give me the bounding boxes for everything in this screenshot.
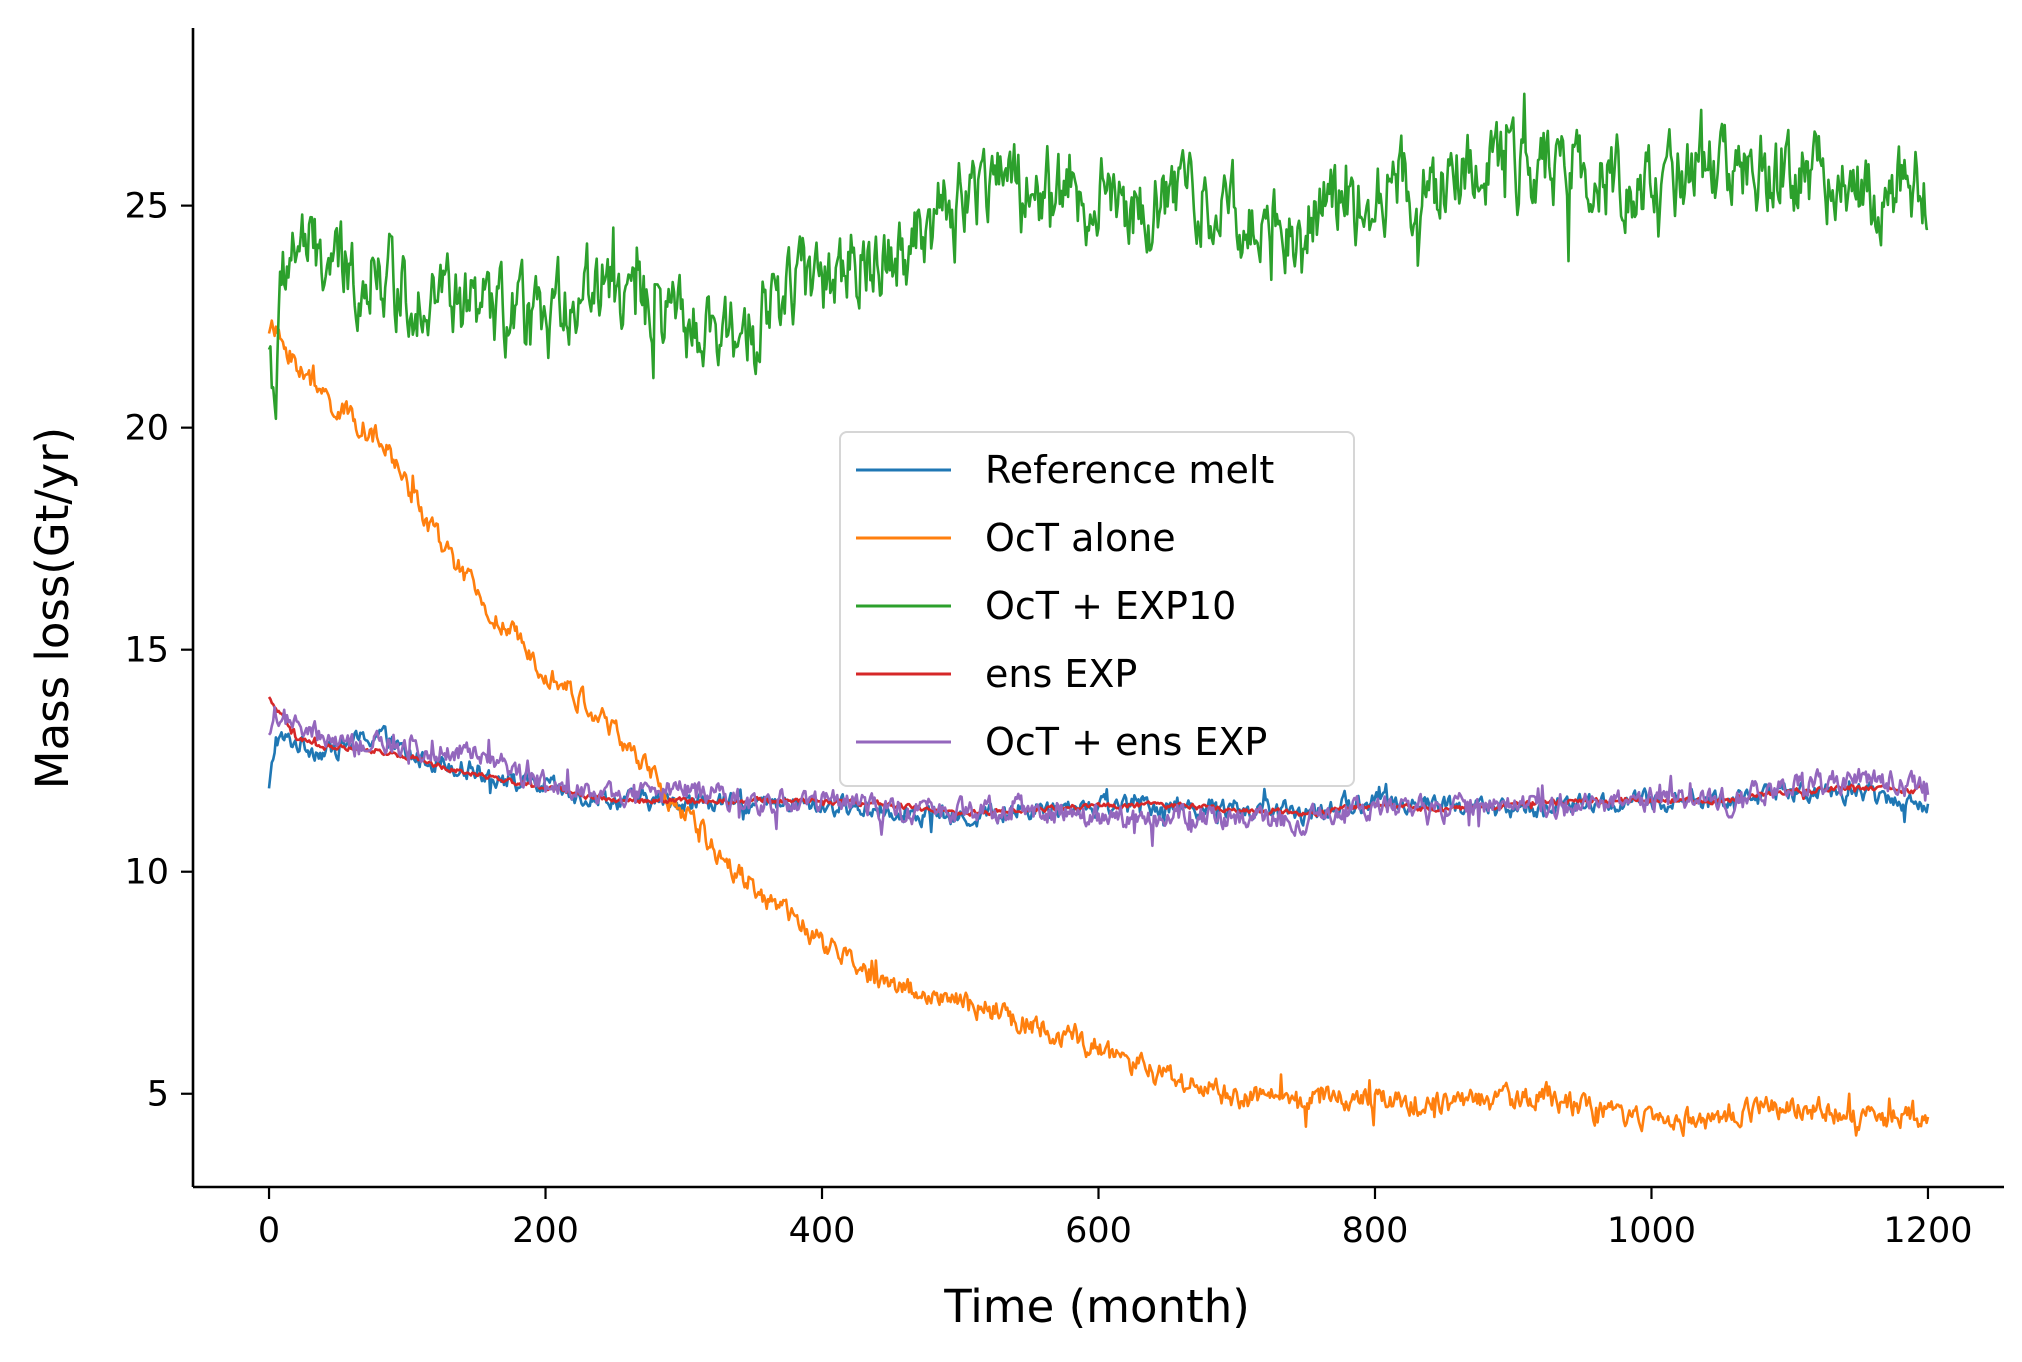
series-line-3 (267, 92, 1929, 421)
legend-label: OcT + EXP10 (985, 584, 1236, 628)
x-ticks: 0 200 400 600 800 1000 1200 (258, 1187, 1973, 1251)
series-layer (267, 92, 1930, 1137)
x-tick-label: 400 (789, 1211, 856, 1251)
legend-label: ens EXP (985, 652, 1137, 696)
legend-label: Reference melt (985, 448, 1274, 492)
y-tick-label: 20 (124, 409, 169, 449)
legend: Reference melt OcT alone OcT + EXP10 ens EX… (839, 431, 1355, 787)
y-axis-label: Mass loss(Gt/yr) (26, 427, 79, 789)
x-tick-label: 1200 (1883, 1211, 1972, 1251)
series-line-2 (267, 319, 1930, 1137)
series-line-5 (267, 705, 1930, 848)
legend-label: OcT alone (985, 516, 1176, 560)
y-tick-label: 5 (147, 1075, 169, 1115)
y-tick-label: 25 (124, 187, 169, 227)
x-tick-label: 600 (1065, 1211, 1132, 1251)
legend-label: OcT + ens EXP (985, 720, 1267, 764)
x-tick-label: 1000 (1607, 1211, 1696, 1251)
axes-layer: 0 200 400 600 800 1000 1200 5 10 15 20 25 Time (mo… (26, 28, 2004, 1333)
x-axis-label: Time (month) (943, 1280, 1250, 1333)
y-ticks: 5 10 15 20 25 (124, 187, 193, 1115)
x-tick-label: 200 (512, 1211, 579, 1251)
y-tick-label: 10 (124, 853, 169, 893)
x-tick-label: 0 (258, 1211, 280, 1251)
x-tick-label: 800 (1342, 1211, 1409, 1251)
y-tick-label: 15 (124, 631, 169, 671)
legend-box (839, 431, 1355, 787)
